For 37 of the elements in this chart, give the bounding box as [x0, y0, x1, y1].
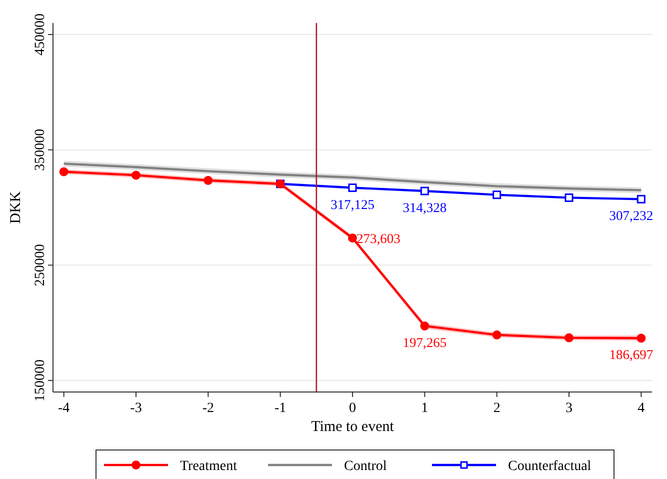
y-tick-label: 150000 — [33, 359, 48, 402]
point — [420, 186, 429, 196]
legend-label: Treatment — [180, 459, 238, 474]
point — [492, 330, 502, 340]
point — [636, 334, 646, 343]
data-label: 307,232 — [609, 208, 654, 224]
x-tick-label: 3 — [566, 401, 573, 416]
point — [492, 190, 502, 200]
x-tick-label: 1 — [421, 401, 428, 416]
point — [131, 170, 140, 180]
x-tick-label: 4 — [638, 401, 645, 416]
x-tick-label: -4 — [58, 401, 70, 416]
y-tick-label: 250000 — [33, 244, 48, 286]
x-axis-title: Time to event — [311, 419, 395, 435]
legend-label: Control — [344, 459, 387, 474]
data-label: 317,125 — [330, 196, 375, 212]
y-axis-title: DKK — [8, 191, 24, 224]
x-tick-label: 0 — [349, 401, 356, 416]
x-tick-label: -1 — [274, 401, 286, 416]
data-label: 186,697 — [609, 347, 654, 362]
y-tick-label: 450000 — [33, 14, 48, 56]
point — [564, 193, 574, 202]
point — [420, 321, 430, 330]
y-tick-label: 350000 — [33, 128, 48, 171]
point — [564, 333, 574, 342]
point — [204, 176, 213, 185]
point — [636, 194, 646, 204]
point — [59, 167, 68, 176]
point — [348, 184, 357, 192]
data-label: 197,265 — [402, 334, 447, 350]
data-label: 314,328 — [402, 200, 447, 215]
point — [348, 233, 357, 242]
x-tick-label: 2 — [493, 401, 500, 416]
legend-label: Counterfactual — [508, 459, 592, 474]
data-label: 273,603 — [356, 230, 401, 246]
x-tick-label: -3 — [130, 401, 142, 416]
x-tick-label: -2 — [202, 401, 214, 416]
